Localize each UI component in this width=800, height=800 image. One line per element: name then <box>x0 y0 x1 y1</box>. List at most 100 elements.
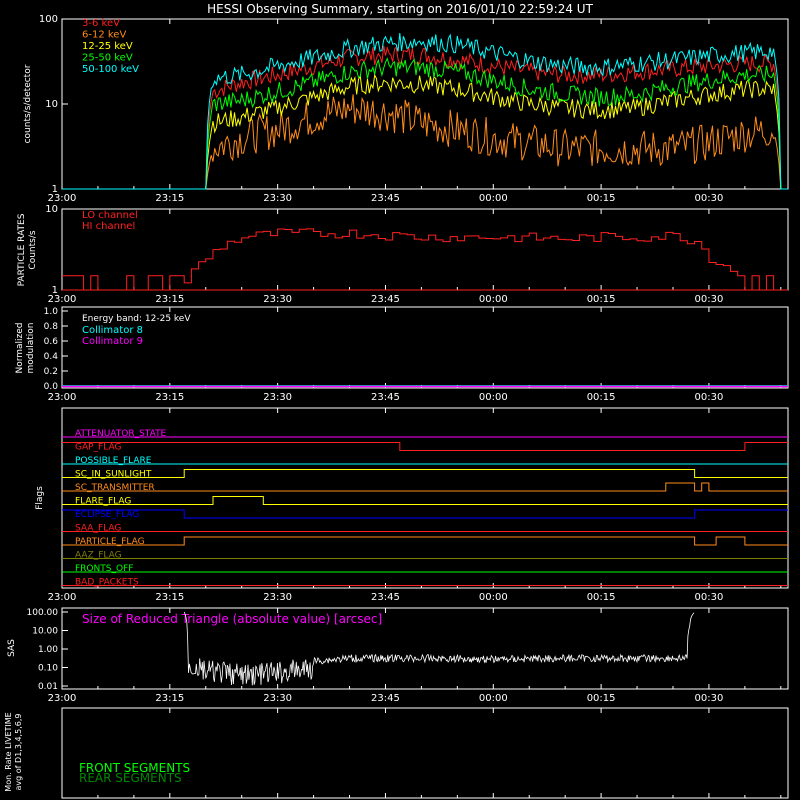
y-tick-label: 1 <box>52 184 58 195</box>
flag-label-aaz-flag: AAZ_FLAG <box>75 551 122 561</box>
series-lo-channel <box>62 228 788 291</box>
y-tick-label: 100.00 <box>27 608 59 618</box>
x-tick-label: 00:30 <box>695 193 724 204</box>
x-tick-label: 00:00 <box>479 294 508 305</box>
legend-12-25-kev: 12-25 keV <box>82 41 133 52</box>
svg-text:avg of D1,3,4,5,6,9: avg of D1,3,4,5,6,9 <box>14 714 23 791</box>
flag-rows: ATTENUATOR_STATE GAP_FLAG POSSIBLE_FLARE SC… <box>62 429 788 588</box>
svg-text:Normalized: Normalized <box>15 322 25 373</box>
flag-label-eclipse-flag: ECLIPSE_FLAG <box>75 510 139 520</box>
flags-ylabel: Flags <box>35 486 45 510</box>
x-tick-label: 00:30 <box>695 294 724 305</box>
y-tick-label: 1 <box>52 285 58 296</box>
flag-line-sc-in-sunlight <box>62 469 788 478</box>
legend-3-6-kev: 3-6 keV <box>82 18 120 29</box>
y-tick-label: 0.10 <box>38 664 58 674</box>
flag-line-particle-flag <box>62 536 788 546</box>
y-tick-label: 0.0 <box>44 382 59 392</box>
flag-line-sc-transmitter <box>62 482 788 492</box>
legend-collimator-9: Collimator 9 <box>82 336 143 347</box>
legend-lo-channel: LO channel <box>82 210 138 221</box>
x-tick-label: 00:15 <box>587 693 616 704</box>
flag-label-sc-in-sunlight: SC_IN_SUNLIGHT <box>75 470 152 480</box>
flag-label-fronts-off: FRONTS_OFF <box>75 564 133 574</box>
legend-front-segments: FRONT SEGMENTS <box>79 761 190 775</box>
legend-collimator-8: Collimator 8 <box>82 325 143 336</box>
flag-line-eclipse-flag <box>62 509 788 519</box>
x-tick-label: 00:15 <box>587 592 616 603</box>
y-tick-label: 1.0 <box>44 307 59 317</box>
x-tick-label: 23:30 <box>263 294 292 305</box>
x-tick-label: 23:00 <box>48 592 77 603</box>
x-tick-label: 23:45 <box>371 693 400 704</box>
x-tick-label: 23:15 <box>155 592 184 603</box>
svg-text:Mon. Rate LIVETIME: Mon. Rate LIVETIME <box>4 712 13 791</box>
svg-text:modulation: modulation <box>26 323 36 374</box>
y-tick-label: 0.4 <box>44 352 59 362</box>
x-tick-label: 23:30 <box>263 693 292 704</box>
series-50-100-kev <box>62 33 788 190</box>
legend-rear-segments: REAR SEGMENTS <box>79 771 182 785</box>
x-tick-label: 23:45 <box>371 294 400 305</box>
count-rates-ylabel: counts/s/detector <box>23 64 33 143</box>
x-tick-label: 23:00 <box>48 193 77 204</box>
y-tick-label: 1.00 <box>38 645 58 655</box>
y-tick-label: 10 <box>45 204 58 215</box>
y-tick-label: 0.8 <box>44 322 59 332</box>
x-tick-label: 23:30 <box>263 392 292 403</box>
x-tick-label: 23:00 <box>48 392 77 403</box>
sas-ylabel: SAS <box>7 639 17 657</box>
legend-50-100-kev: 50-100 keV <box>82 64 139 75</box>
x-tick-label: 00:30 <box>695 693 724 704</box>
svg-text:PARTICLE RATES: PARTICLE RATES <box>17 213 27 286</box>
particle-rates-ylabel: PARTICLE RATES Counts/s <box>17 213 38 286</box>
legend-6-12-kev: 6-12 keV <box>82 30 126 41</box>
x-tick-label: 00:15 <box>587 193 616 204</box>
x-tick-label: 23:45 <box>371 592 400 603</box>
axis-ticks: 23:00 23:15 23:30 23:45 00:00 00:15 00:30 23:00… <box>27 14 782 798</box>
flag-label-particle-flag: PARTICLE_FLAG <box>75 537 145 547</box>
series-reduced-triangle <box>183 611 695 686</box>
figure-title: HESSI Observing Summary, starting on 201… <box>207 2 593 16</box>
x-tick-label: 00:15 <box>587 392 616 403</box>
x-tick-label: 23:15 <box>155 294 184 305</box>
panel-modulation-frame <box>61 306 789 389</box>
x-tick-label: 00:30 <box>695 592 724 603</box>
x-tick-label: 00:00 <box>479 392 508 403</box>
y-tick-label: 0.2 <box>44 367 58 377</box>
x-tick-label: 23:00 <box>48 693 77 704</box>
y-tick-label: 100 <box>39 14 58 25</box>
y-tick-label: 10 <box>45 99 58 110</box>
x-tick-label: 00:30 <box>695 392 724 403</box>
legend-hi-channel: HI channel <box>82 221 135 232</box>
x-tick-label: 23:45 <box>371 392 400 403</box>
x-tick-label: 23:15 <box>155 392 184 403</box>
svg-text:Counts/s: Counts/s <box>28 230 38 269</box>
y-tick-label: 10.00 <box>32 627 58 637</box>
panel-livetime-frame <box>61 707 789 799</box>
modulation-ylabel: Normalized modulation <box>15 322 36 373</box>
flag-label-attenuator-state: ATTENUATOR_STATE <box>75 429 167 439</box>
y-tick-label: 0.01 <box>38 682 58 692</box>
livetime-ylabel: Mon. Rate LIVETIME avg of D1,3,4,5,6,9 <box>4 712 23 791</box>
panel-flags-frame <box>61 407 789 589</box>
x-tick-label: 00:00 <box>479 693 508 704</box>
data-series <box>62 33 788 686</box>
modulation-energy-band-label: Energy band: 12-25 keV <box>82 314 191 324</box>
x-tick-label: 23:30 <box>263 193 292 204</box>
x-tick-label: 23:30 <box>263 592 292 603</box>
flag-line-flare-flag <box>62 496 788 505</box>
flag-label-sc-transmitter: SC_TRANSMITTER <box>75 483 155 493</box>
x-tick-label: 23:15 <box>155 693 184 704</box>
flag-label-bad-packets: BAD_PACKETS <box>75 578 139 588</box>
x-tick-label: 23:00 <box>48 294 77 305</box>
flag-line-gap-flag <box>62 442 788 451</box>
x-tick-label: 23:15 <box>155 193 184 204</box>
flag-label-gap-flag: GAP_FLAG <box>75 443 121 453</box>
x-tick-label: 00:15 <box>587 294 616 305</box>
x-tick-label: 00:00 <box>479 193 508 204</box>
x-tick-label: 23:45 <box>371 193 400 204</box>
flag-label-saa-flag: SAA_FLAG <box>75 524 121 534</box>
